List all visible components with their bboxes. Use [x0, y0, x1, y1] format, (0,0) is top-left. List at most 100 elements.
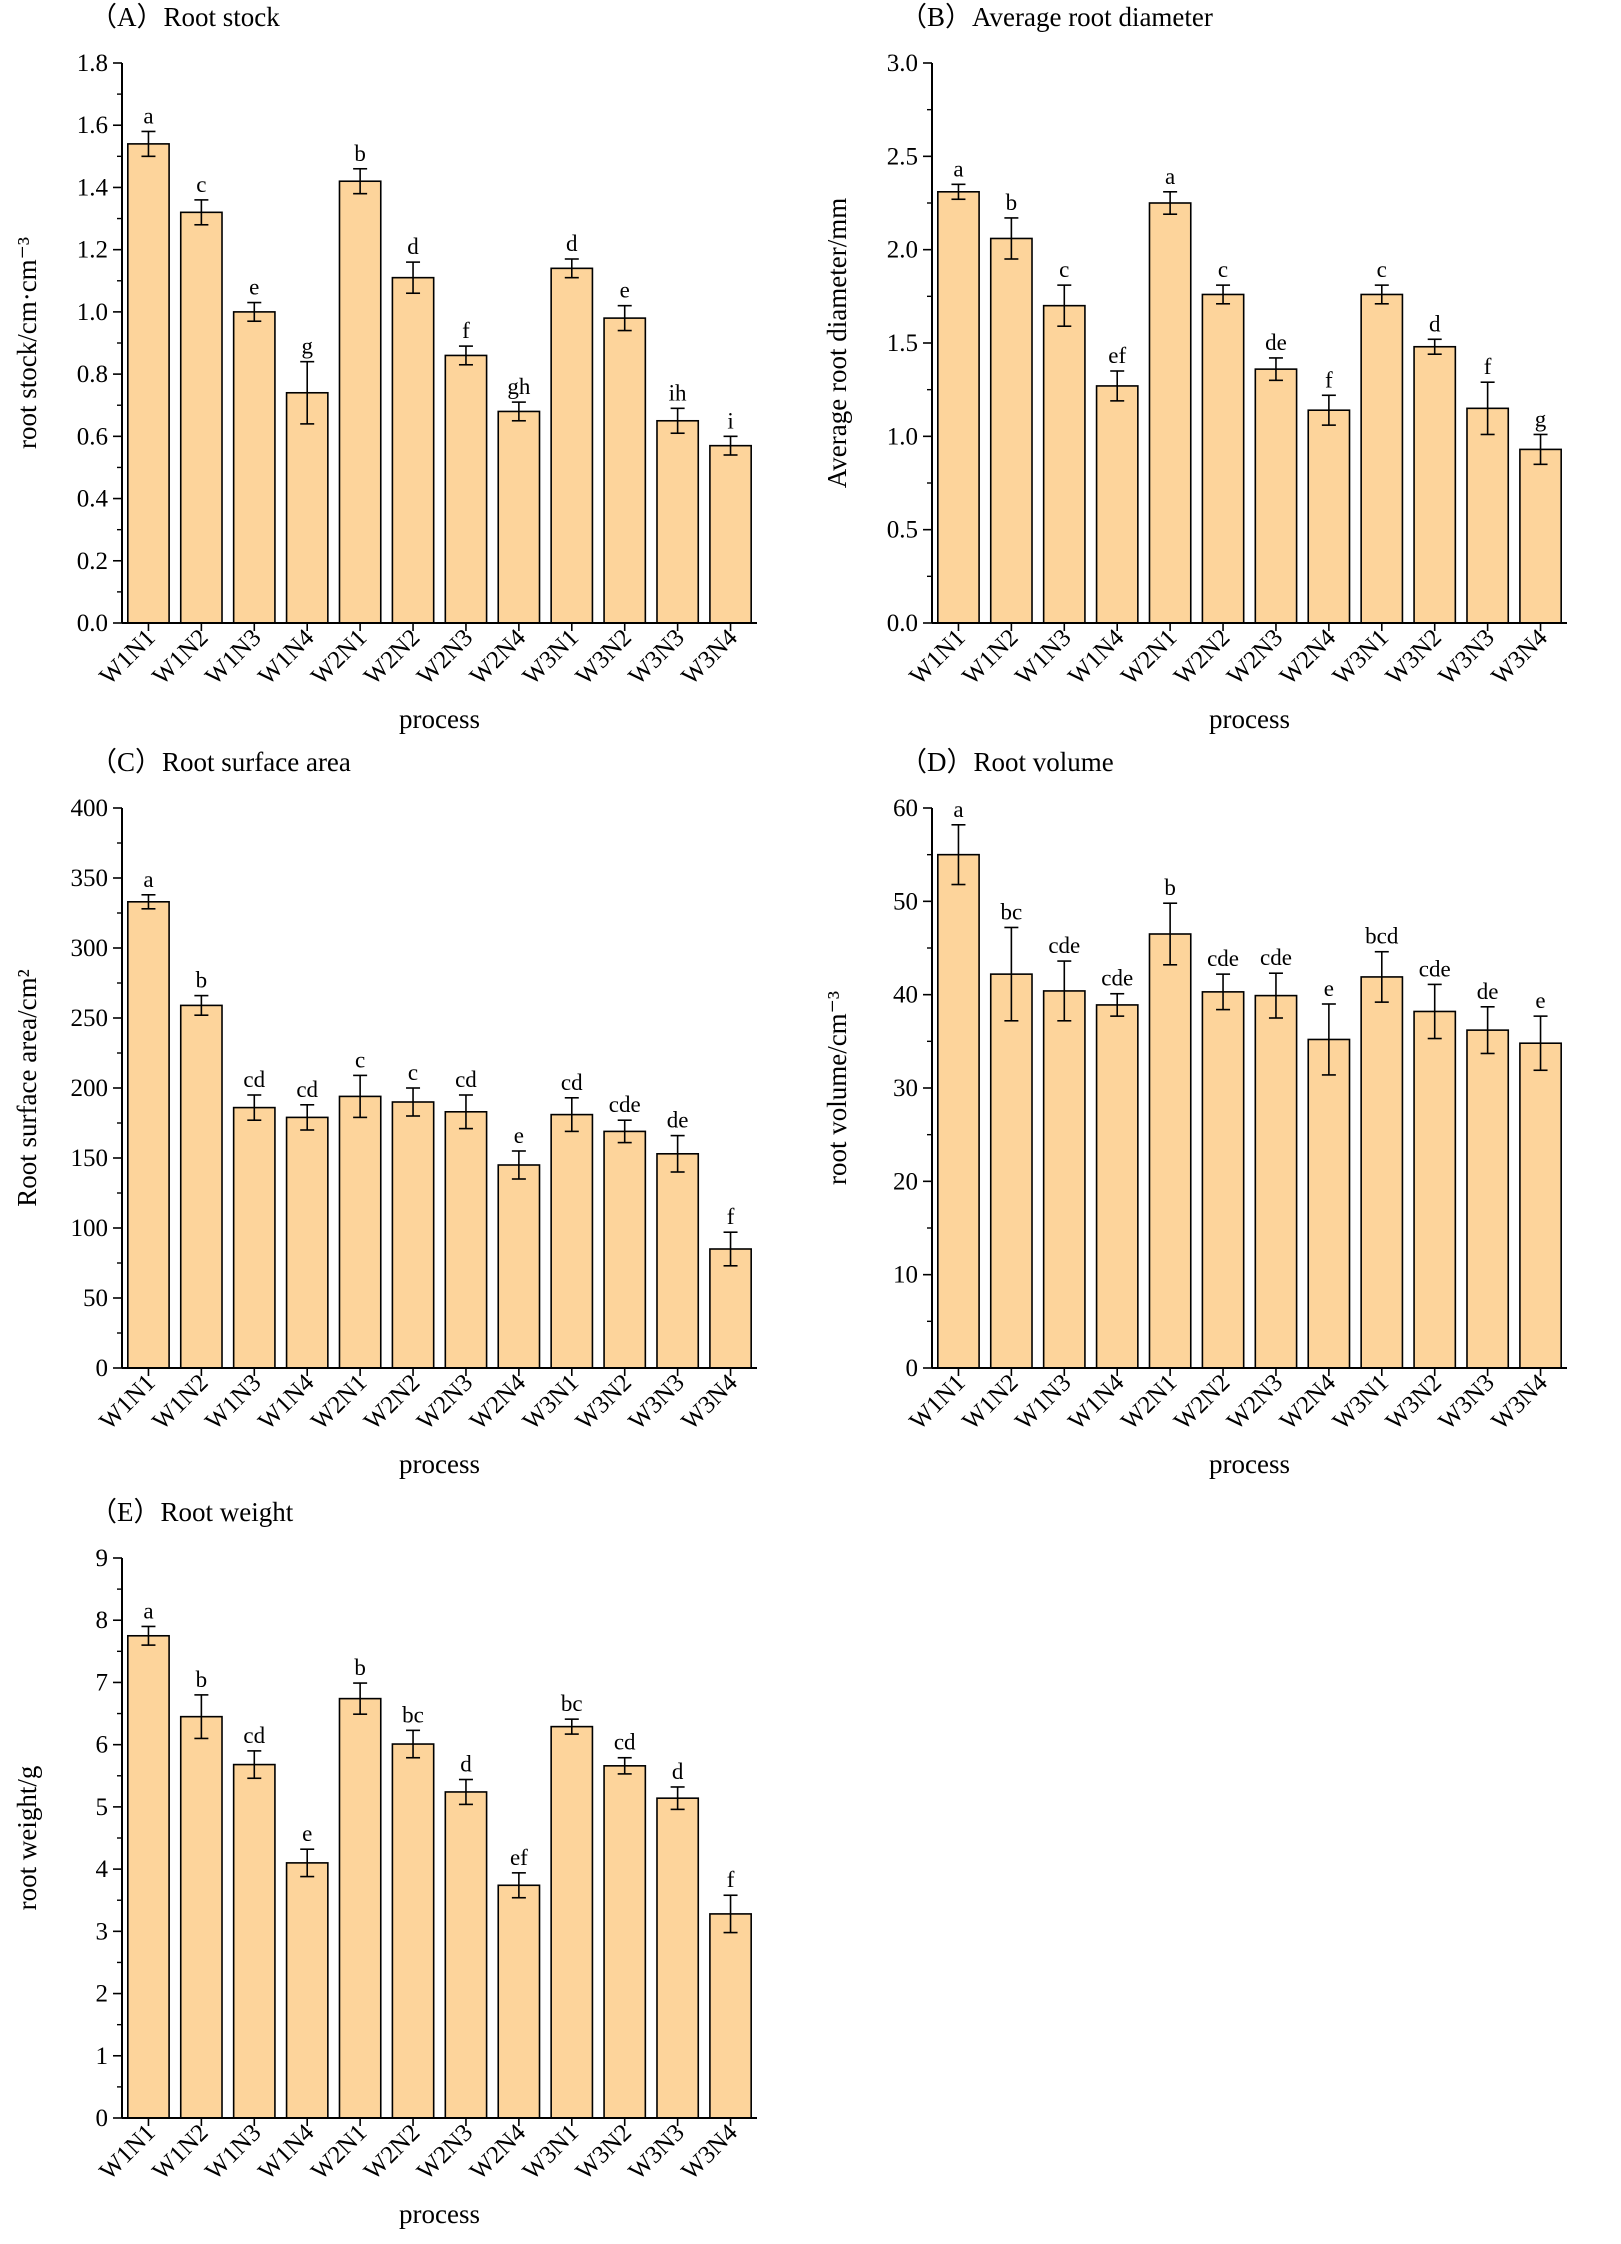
bar-w3n2	[603, 1765, 647, 2119]
error-bar-w2n2	[1216, 284, 1231, 305]
significance-label-w1n4: g	[301, 334, 313, 359]
x-tick-label-w2n1: W2N1	[1116, 624, 1182, 690]
error-bar-w3n1	[564, 1096, 579, 1133]
significance-label-w2n3: f	[462, 318, 470, 343]
significance-label-w1n1: a	[953, 797, 963, 822]
significance-label-w2n3: cd	[455, 1067, 477, 1092]
y-axis-label: root weight/g	[12, 1766, 42, 1911]
bar-w2n4	[1307, 409, 1351, 624]
significance-label-w3n1: c	[1377, 257, 1387, 282]
chart-title: （A）Root stock	[90, 2, 280, 32]
error-bar-w2n1	[353, 1682, 368, 1715]
x-tick-label-w2n3: W2N3	[1222, 624, 1288, 690]
x-tick-label-w3n4: W3N4	[1487, 1369, 1554, 1436]
bar-w2n2	[391, 1101, 435, 1369]
y-axis-label: root volume/cm⁻³	[822, 991, 852, 1185]
x-tick-label-w3n2: W3N2	[571, 624, 637, 690]
bar-w3n3	[1466, 407, 1510, 624]
significance-label-w1n1: a	[143, 867, 153, 892]
x-tick-label-w2n3: W2N3	[412, 624, 478, 690]
bar-w2n3	[1254, 368, 1298, 624]
y-tick-label: 3	[96, 1918, 109, 1945]
bar-w2n4	[1307, 1038, 1351, 1369]
x-tick-label-w1n2: W1N2	[957, 624, 1023, 690]
error-bar-w2n1	[1163, 191, 1178, 215]
y-tick-label: 60	[893, 795, 918, 822]
bar-w2n2	[391, 276, 435, 624]
x-tick-label-w3n2: W3N2	[1381, 1369, 1447, 1435]
error-bar-w2n3	[458, 1094, 473, 1130]
significance-label-w2n3: de	[1265, 330, 1287, 355]
y-tick-label: 1.6	[77, 112, 108, 139]
y-tick-label: 1.0	[887, 423, 918, 450]
bar-w3n1	[1360, 293, 1404, 624]
x-tick-label-w2n2: W2N2	[359, 1369, 425, 1435]
significance-label-w2n1: b	[1164, 875, 1176, 900]
error-bar-w2n3	[1268, 972, 1283, 1019]
x-axis-label: process	[399, 2199, 480, 2229]
significance-label-w1n2: b	[196, 968, 208, 993]
x-tick-label-w3n1: W3N1	[518, 1369, 584, 1435]
bar-w1n2	[179, 1715, 223, 2119]
error-bar-w2n1	[1163, 902, 1178, 966]
error-bar-w3n1	[564, 1718, 579, 1735]
bar-w2n1	[1148, 202, 1192, 624]
significance-label-w3n3: de	[667, 1108, 689, 1133]
error-bar-w1n2	[194, 199, 209, 226]
error-bar-w3n2	[617, 1756, 632, 1775]
x-tick-label-w2n3: W2N3	[412, 1369, 478, 1435]
error-bar-w3n1	[1374, 950, 1389, 1003]
error-bar-w1n2	[194, 994, 209, 1017]
y-tick-label: 100	[71, 1215, 109, 1242]
x-axis-label: process	[1209, 1449, 1290, 1479]
y-tick-label: 0	[96, 2105, 109, 2132]
significance-label-w2n2: c	[1218, 257, 1228, 282]
error-bar-w1n1	[951, 824, 966, 886]
x-tick-label-w3n1: W3N1	[518, 624, 584, 690]
bar-w2n1	[1148, 933, 1192, 1369]
y-axis-label: root stock/cm·cm⁻³	[12, 237, 42, 449]
error-bar-w1n1	[141, 1625, 156, 1646]
significance-label-w3n1: bc	[561, 1691, 583, 1716]
x-tick-label-w2n2: W2N2	[359, 624, 425, 690]
bar-w3n3	[656, 1152, 700, 1369]
bar-w3n2	[603, 1130, 647, 1369]
x-tick-label-w1n3: W1N3	[200, 624, 266, 690]
y-tick-label: 8	[96, 1607, 109, 1634]
significance-label-w1n3: cde	[1048, 933, 1080, 958]
x-tick-label-w3n3: W3N3	[624, 2119, 690, 2185]
significance-label-w3n2: cde	[1419, 956, 1451, 981]
significance-label-w3n4: g	[1535, 406, 1547, 431]
x-tick-label-w2n4: W2N4	[465, 1369, 532, 1436]
significance-label-w2n4: f	[1325, 367, 1333, 392]
significance-label-w3n3: f	[1484, 354, 1492, 379]
y-tick-label: 50	[83, 1285, 108, 1312]
error-bar-w2n1	[353, 1074, 368, 1119]
bar-w3n3	[656, 1797, 700, 2119]
x-tick-label-w2n1: W2N1	[306, 1369, 372, 1435]
x-tick-label-w3n1: W3N1	[1328, 1369, 1394, 1435]
error-bar-w2n2	[406, 1087, 421, 1117]
significance-label-w2n1: b	[354, 1655, 366, 1680]
bar-w1n2	[179, 211, 223, 624]
bar-w1n3	[232, 1106, 276, 1369]
error-bar-w2n3	[1268, 357, 1283, 382]
error-bar-w2n3	[458, 345, 473, 366]
x-tick-label-w1n4: W1N4	[253, 1369, 320, 1436]
significance-label-w1n1: a	[143, 1598, 153, 1623]
bar-w2n3	[444, 1110, 488, 1369]
x-tick-label-w2n2: W2N2	[1169, 1369, 1235, 1435]
x-axis-label: process	[399, 704, 480, 734]
error-bar-w1n1	[141, 130, 156, 158]
significance-label-w2n2: bc	[402, 1702, 424, 1727]
significance-label-w1n2: b	[1006, 190, 1018, 215]
significance-label-w1n1: a	[143, 103, 153, 128]
error-bar-w1n3	[1057, 960, 1072, 1022]
bar-w2n2	[1201, 991, 1245, 1369]
y-axis-label: Root surface area/cm²	[12, 969, 42, 1206]
bar-w2n2	[391, 1743, 435, 2119]
bar-w1n3	[232, 1763, 276, 2119]
error-bar-w1n4	[300, 360, 315, 425]
x-tick-label-w3n3: W3N3	[624, 624, 690, 690]
